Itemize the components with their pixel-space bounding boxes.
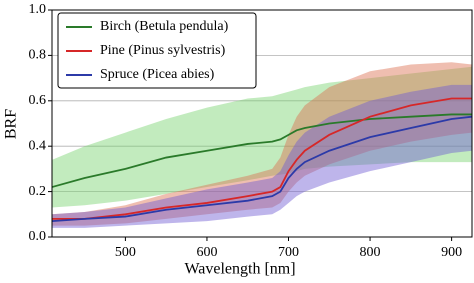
band [52, 66, 472, 208]
x-tick-label: 900 [441, 245, 462, 260]
y-axis-label: BRF [3, 109, 20, 139]
band [52, 84, 472, 228]
legend-label: Pine (Pinus sylvestris) [100, 43, 226, 58]
line [51, 115, 473, 223]
x-tick-label: 600 [196, 245, 217, 260]
line [52, 97, 472, 220]
y-tick-label: 0.0 [29, 229, 47, 244]
band [52, 62, 472, 226]
y-tick-label: 0.4 [29, 138, 47, 153]
y-tick-label: 0.6 [29, 93, 47, 108]
legend-label: Spruce (Picea abies) [100, 67, 215, 82]
x-tick-label: 500 [115, 245, 136, 260]
y-tick-label: 0.2 [29, 184, 47, 199]
legend: Birch (Betula pendula) Pine (Pinus sylves… [57, 12, 257, 89]
y-tick-label: 1.0 [29, 2, 47, 17]
legend-label: Birch (Betula pendula) [100, 19, 229, 34]
line [51, 113, 472, 188]
x-tick-label: 800 [360, 245, 381, 260]
legend-box [57, 12, 257, 89]
x-tick-label: 700 [278, 245, 299, 260]
x-axis-label: Wavelength [nm] [184, 261, 295, 278]
y-tick-label: 0.8 [29, 48, 47, 63]
plot-frame [51, 9, 473, 238]
